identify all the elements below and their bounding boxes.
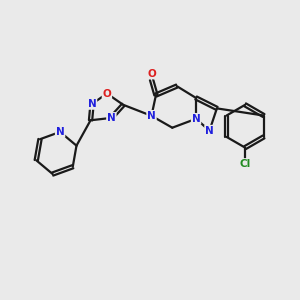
- Text: O: O: [147, 69, 156, 79]
- Text: N: N: [192, 114, 200, 124]
- Text: O: O: [103, 88, 111, 98]
- Text: N: N: [205, 126, 214, 136]
- Text: N: N: [147, 111, 156, 121]
- Text: Cl: Cl: [239, 159, 251, 169]
- Text: N: N: [107, 113, 116, 123]
- Text: N: N: [56, 127, 64, 137]
- Text: N: N: [88, 99, 96, 109]
